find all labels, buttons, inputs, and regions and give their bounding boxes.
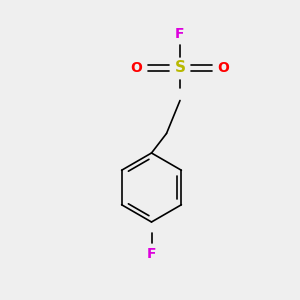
- Text: S: S: [175, 60, 185, 75]
- Text: O: O: [218, 61, 230, 74]
- Text: F: F: [175, 28, 185, 41]
- Text: O: O: [130, 61, 142, 74]
- Text: F: F: [147, 247, 156, 260]
